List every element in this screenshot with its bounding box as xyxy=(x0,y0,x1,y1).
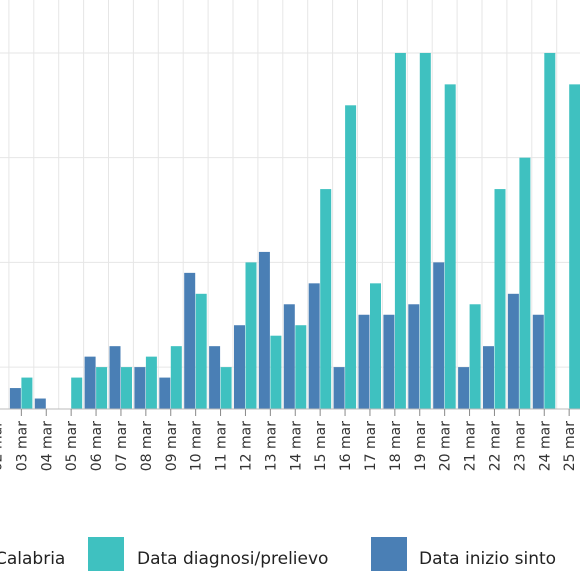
bar-inizio-sintomi-19-mar xyxy=(408,304,420,409)
bar-inizio-sintomi-22-mar xyxy=(483,346,494,409)
bar-diagnosi-23-mar xyxy=(519,157,531,409)
bar-inizio-sintomi-11-mar xyxy=(209,346,221,409)
x-tick-label: 10 mar xyxy=(189,421,205,471)
x-tick-label: 07 mar xyxy=(114,421,130,471)
x-tick-label: 15 mar xyxy=(313,421,329,471)
bar-inizio-sintomi-12-mar xyxy=(234,325,245,409)
bar-diagnosi-07-mar xyxy=(121,367,132,409)
bar-inizio-sintomi-20-mar xyxy=(433,262,445,409)
bar-diagnosi-20-mar xyxy=(444,84,456,409)
bar-diagnosi-06-mar xyxy=(96,367,108,409)
bar-inizio-sintomi-04-mar xyxy=(34,398,46,409)
bar-diagnosi-15-mar xyxy=(320,189,332,409)
x-tick-label: 03 mar xyxy=(14,421,30,471)
bar-diagnosi-24-mar xyxy=(544,52,556,409)
x-tick-label: 22 mar xyxy=(487,421,503,471)
x-tick-label: 20 mar xyxy=(438,421,454,471)
bar-diagnosi-09-mar xyxy=(170,346,182,409)
legend-swatch-diagnosi xyxy=(88,537,124,571)
x-tick-label: 16 mar xyxy=(338,421,354,471)
x-tick-label: 06 mar xyxy=(89,421,105,471)
x-tick-label: 08 mar xyxy=(139,421,155,471)
bar-inizio-sintomi-13-mar xyxy=(258,251,270,409)
bar-inizio-sintomi-23-mar xyxy=(507,293,519,409)
x-tick-label: 19 mar xyxy=(413,421,429,471)
bar-diagnosi-08-mar xyxy=(145,356,157,409)
bar-diagnosi-14-mar xyxy=(295,325,307,409)
legend-label-inizio-sintomi: Data inizio sinto xyxy=(419,549,556,569)
bar-diagnosi-03-mar xyxy=(21,377,33,409)
gridlines xyxy=(0,0,580,409)
bar-diagnosi-18-mar xyxy=(394,52,406,409)
bar-diagnosi-11-mar xyxy=(220,367,232,409)
x-tick-label: 21 mar xyxy=(463,421,479,471)
bar-diagnosi-22-mar xyxy=(494,189,506,409)
x-tick-label: 12 mar xyxy=(238,421,254,471)
bar-inizio-sintomi-08-mar xyxy=(134,367,146,409)
bar-diagnosi-19-mar xyxy=(419,52,431,409)
x-tick-label: 13 mar xyxy=(263,421,279,471)
legend-label-calabria: Calabria xyxy=(0,549,65,569)
x-axis-ticks: 02 mar 03 mar 04 mar 05 mar 06 mar 07 mar 08 m… xyxy=(0,409,578,471)
bar-diagnosi-25-mar xyxy=(569,84,580,409)
legend: Calabria Data diagnosi/prelievo Data ini… xyxy=(0,537,556,571)
bar-inizio-sintomi-24-mar xyxy=(532,314,544,409)
x-tick-label: 09 mar xyxy=(164,421,180,471)
legend-swatch-inizio-sintomi xyxy=(371,537,407,571)
bar-diagnosi-12-mar xyxy=(245,262,257,409)
x-tick-label: 25 mar xyxy=(562,421,578,471)
bar-inizio-sintomi-10-mar xyxy=(184,272,196,409)
x-tick-label: 14 mar xyxy=(288,421,304,471)
bar-inizio-sintomi-09-mar xyxy=(159,377,171,409)
bar-inizio-sintomi-21-mar xyxy=(458,367,470,409)
bar-inizio-sintomi-15-mar xyxy=(308,283,320,409)
bar-inizio-sintomi-17-mar xyxy=(358,314,370,409)
x-tick-label: 17 mar xyxy=(363,421,379,471)
bar-diagnosi-21-mar xyxy=(469,304,481,409)
bar-inizio-sintomi-06-mar xyxy=(84,356,96,409)
x-tick-label: 23 mar xyxy=(512,421,528,471)
bar-diagnosi-10-mar xyxy=(195,293,207,409)
bar-inizio-sintomi-18-mar xyxy=(383,314,395,409)
bar-diagnosi-17-mar xyxy=(370,283,381,409)
x-tick-label: 05 mar xyxy=(64,421,80,471)
x-tick-label: 18 mar xyxy=(388,421,404,471)
bar-diagnosi-05-mar xyxy=(71,377,83,409)
bar-inizio-sintomi-07-mar xyxy=(109,346,121,409)
x-tick-label: 04 mar xyxy=(39,421,55,471)
bar-inizio-sintomi-14-mar xyxy=(283,304,295,409)
bar-diagnosi-16-mar xyxy=(345,105,357,410)
bar-diagnosi-13-mar xyxy=(270,335,282,409)
x-tick-label: 11 mar xyxy=(214,421,230,471)
bar-inizio-sintomi-03-mar xyxy=(9,388,21,409)
x-tick-label: 24 mar xyxy=(537,421,553,471)
bars xyxy=(9,52,580,410)
x-tick-label: 02 mar xyxy=(0,421,5,471)
legend-label-diagnosi: Data diagnosi/prelievo xyxy=(137,549,328,569)
bar-inizio-sintomi-16-mar xyxy=(333,367,345,409)
